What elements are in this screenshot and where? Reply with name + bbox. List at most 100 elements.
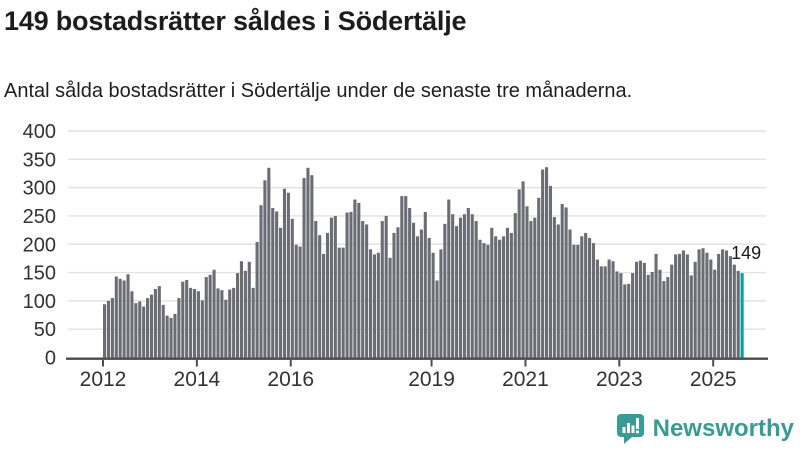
bar <box>220 290 224 358</box>
sales-bar-chart: 0 50 100 150 200 250 300 350 400 2012 2014 2016 2019… <box>23 121 768 391</box>
bar <box>415 236 420 358</box>
bar <box>325 232 330 358</box>
bar <box>110 298 114 358</box>
bar <box>329 217 333 358</box>
x-axis-tick-label: 2023 <box>596 368 643 391</box>
bar <box>138 301 142 358</box>
bar <box>181 281 185 358</box>
bar <box>412 222 416 358</box>
bar <box>157 286 161 358</box>
bar <box>685 254 689 358</box>
newsworthy-logo-text: Newsworthy <box>652 415 794 442</box>
y-axis-tick-label: 400 <box>23 121 56 143</box>
bar <box>556 224 560 358</box>
bar <box>286 192 290 358</box>
bar <box>200 300 204 358</box>
bar <box>701 248 705 358</box>
bar <box>114 276 118 358</box>
bar <box>462 214 466 358</box>
x-axis-tick-label: 2012 <box>80 368 127 391</box>
x-axis-tick-label: 2021 <box>502 368 549 391</box>
bar <box>345 212 349 358</box>
bar <box>142 306 146 358</box>
bar <box>494 236 498 358</box>
y-axis-tick-label: 50 <box>34 319 56 341</box>
bar <box>228 289 232 358</box>
x-axis-tick-label: 2025 <box>690 368 737 391</box>
bar <box>130 291 134 358</box>
bar <box>118 278 122 358</box>
bar <box>290 218 294 358</box>
bar <box>654 253 658 358</box>
bar <box>173 313 177 358</box>
bar <box>541 169 545 358</box>
bar <box>294 244 298 358</box>
bar <box>106 300 111 358</box>
bar <box>279 227 283 358</box>
bar <box>189 287 193 358</box>
bar <box>216 288 220 358</box>
bar <box>670 264 674 358</box>
bar <box>521 181 525 358</box>
bar <box>607 259 611 358</box>
bar <box>368 249 373 358</box>
bar <box>513 213 517 358</box>
bar <box>396 227 400 358</box>
bar <box>380 221 384 358</box>
bar <box>149 294 154 358</box>
bar <box>310 175 314 358</box>
bar <box>419 229 423 358</box>
bar <box>212 269 216 358</box>
bar <box>599 266 603 358</box>
bar <box>384 215 388 358</box>
bar <box>666 277 670 358</box>
bar <box>259 205 263 358</box>
bar <box>498 239 502 358</box>
x-axis-line <box>66 357 768 360</box>
y-axis-tick-label: 100 <box>23 291 56 313</box>
bar <box>732 264 736 358</box>
bar <box>623 284 627 358</box>
bar <box>427 238 431 358</box>
bar <box>724 250 729 358</box>
bar <box>192 288 197 358</box>
bar <box>576 244 580 358</box>
bar <box>458 217 463 358</box>
y-axis-tick-label: 300 <box>23 178 56 200</box>
newsworthy-logo: Newsworthy <box>616 413 794 445</box>
bar <box>705 252 709 358</box>
bar <box>353 199 357 358</box>
bar <box>443 223 447 358</box>
bar <box>568 229 572 358</box>
bar <box>650 271 654 358</box>
bar <box>677 253 682 358</box>
bar <box>423 211 427 358</box>
bar <box>271 208 275 358</box>
bar <box>544 167 549 358</box>
bar <box>674 254 678 358</box>
bar <box>611 261 615 358</box>
y-axis-tick-label: 150 <box>23 263 56 285</box>
bar <box>525 206 529 358</box>
bar <box>208 274 212 358</box>
bar <box>482 243 486 358</box>
x-axis-tick-label: 2014 <box>174 368 221 391</box>
bar <box>713 269 717 358</box>
bar <box>548 185 553 358</box>
bar <box>255 241 259 358</box>
bar <box>603 266 607 358</box>
bar <box>638 260 642 358</box>
bar <box>243 270 247 358</box>
bar <box>232 287 236 358</box>
bar <box>177 298 181 358</box>
bar <box>560 204 564 358</box>
bar <box>615 271 619 358</box>
bar <box>161 304 165 358</box>
bar <box>372 254 376 358</box>
bar <box>478 239 482 358</box>
bar <box>153 288 157 358</box>
y-axis-tick-label: 250 <box>23 206 56 228</box>
bar <box>239 261 244 358</box>
bar <box>333 215 337 358</box>
